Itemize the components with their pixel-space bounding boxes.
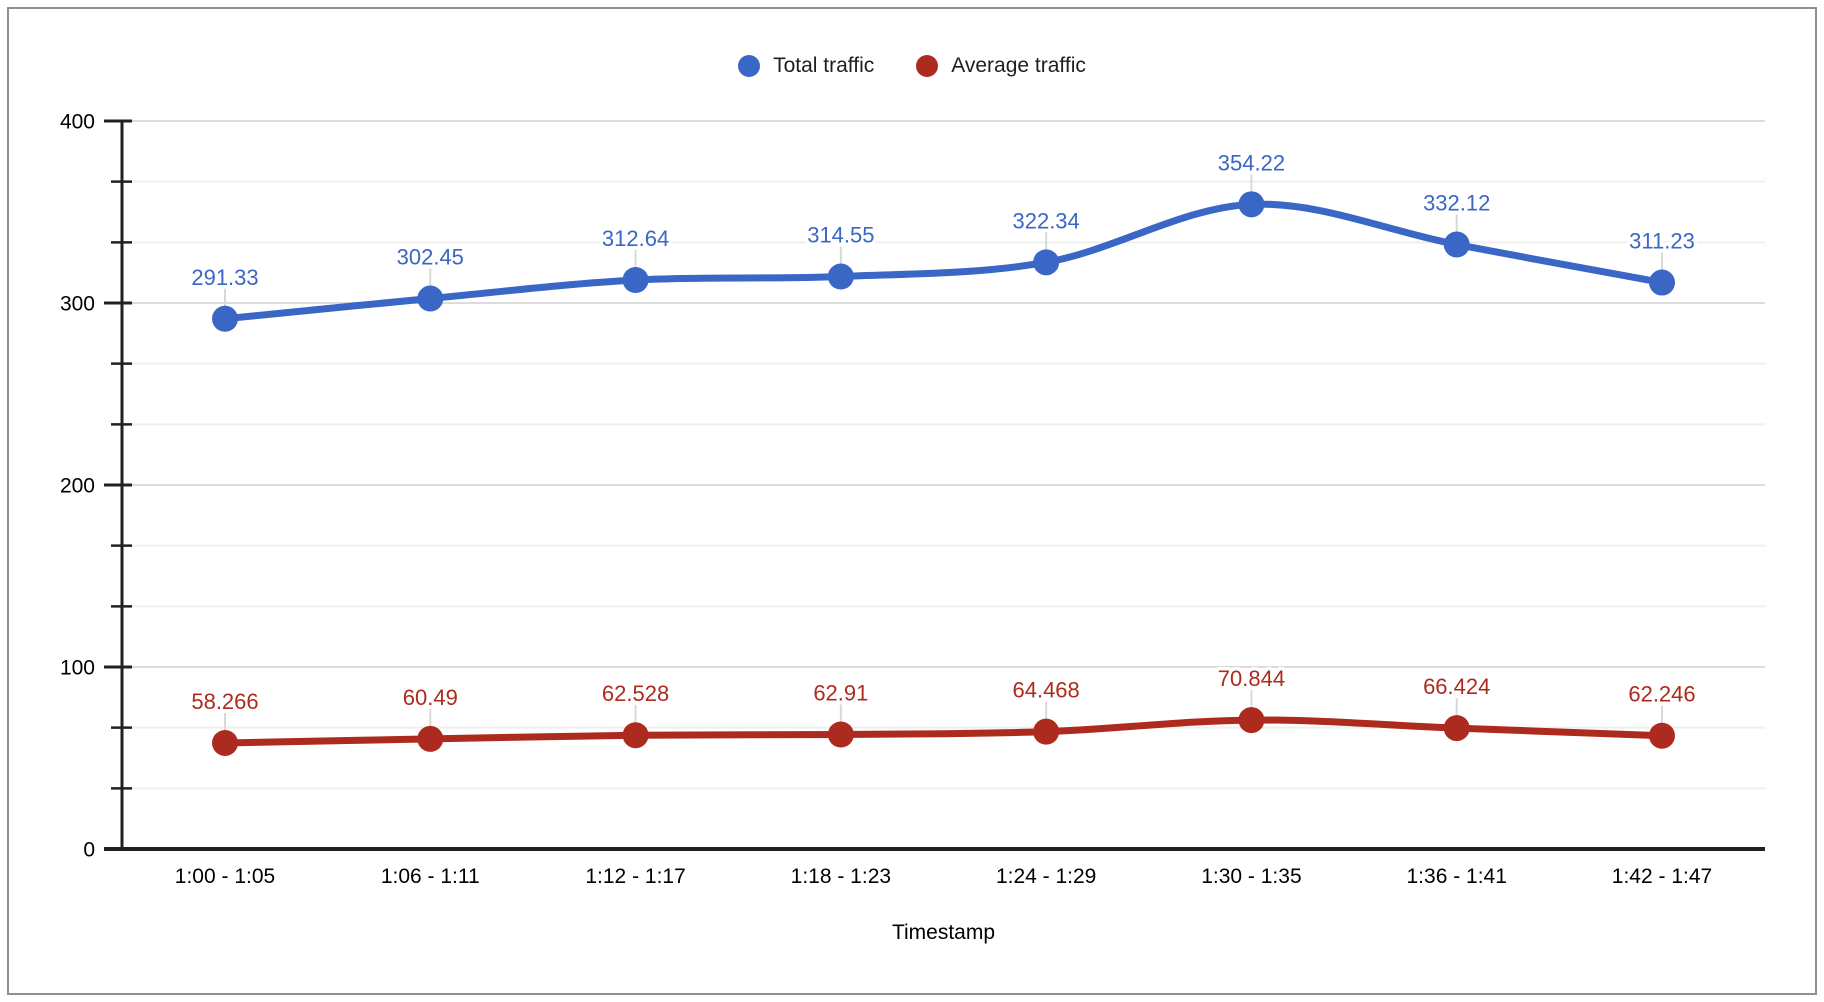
series-line-average-traffic	[221, 716, 1666, 747]
y-axis-tick-label: 100	[60, 657, 95, 680]
data-point-label-total-traffic: 332.12	[1423, 191, 1490, 216]
data-point-marker-average-traffic[interactable]	[1033, 718, 1060, 745]
x-axis-tick-label: 1:36 - 1:41	[1407, 865, 1507, 888]
x-axis-tick-label: 1:18 - 1:23	[791, 865, 891, 888]
legend-item-average-traffic[interactable]: Average traffic	[916, 53, 1086, 79]
data-point-label-average-traffic: 62.528	[602, 681, 669, 706]
data-point-marker-average-traffic[interactable]	[827, 721, 854, 748]
legend-item-total-traffic[interactable]: Total traffic	[738, 53, 874, 79]
data-point-label-average-traffic: 70.844	[1218, 666, 1285, 691]
data-point-label-total-traffic: 314.55	[807, 223, 874, 248]
chart-legend: Total traffic Average traffic	[0, 53, 1824, 79]
legend-swatch-average-traffic-icon	[916, 55, 939, 77]
data-point-marker-total-traffic[interactable]	[1649, 269, 1675, 296]
data-point-label-average-traffic: 62.91	[813, 681, 868, 706]
data-point-label-average-traffic: 60.49	[403, 685, 458, 710]
x-axis-tick-label: 1:06 - 1:11	[381, 865, 480, 888]
x-axis-tick-label: 1:12 - 1:17	[585, 865, 685, 888]
data-point-marker-average-traffic[interactable]	[1649, 722, 1675, 749]
data-point-marker-total-traffic[interactable]	[1238, 191, 1265, 218]
x-axis-tick-label: 1:30 - 1:35	[1201, 865, 1301, 888]
series-line-total-traffic	[221, 200, 1666, 323]
y-axis-tick-label: 200	[60, 475, 95, 498]
data-point-label-total-traffic: 302.45	[397, 245, 464, 270]
y-axis-tick-label: 0	[83, 839, 95, 862]
data-point-marker-average-traffic[interactable]	[1238, 707, 1265, 734]
data-point-marker-average-traffic[interactable]	[622, 722, 649, 749]
data-point-marker-total-traffic[interactable]	[622, 266, 649, 293]
data-point-label-average-traffic: 62.246	[1628, 682, 1695, 707]
data-point-marker-total-traffic[interactable]	[1443, 231, 1470, 258]
x-axis-title: Timestamp	[891, 921, 996, 944]
chart-outer-border	[7, 7, 1817, 995]
y-axis-tick-label: 300	[60, 293, 95, 316]
x-axis-tick-label: 1:42 - 1:47	[1612, 865, 1712, 888]
data-point-label-total-traffic: 311.23	[1629, 229, 1695, 254]
data-point-marker-average-traffic[interactable]	[417, 725, 444, 752]
x-axis-tick-label: 1:24 - 1:29	[996, 865, 1096, 888]
legend-label-average-traffic: Average traffic	[951, 54, 1086, 77]
data-point-marker-average-traffic[interactable]	[212, 729, 238, 756]
data-point-label-total-traffic: 312.64	[602, 226, 669, 251]
x-axis-tick-label: 1:00 - 1:05	[175, 865, 275, 888]
data-point-label-average-traffic: 58.266	[191, 689, 258, 714]
data-point-marker-total-traffic[interactable]	[827, 263, 854, 290]
data-point-marker-average-traffic[interactable]	[1443, 715, 1470, 742]
data-point-label-average-traffic: 64.468	[1012, 678, 1079, 703]
data-point-label-average-traffic: 66.424	[1423, 674, 1490, 699]
data-point-marker-total-traffic[interactable]	[417, 285, 444, 312]
data-point-label-total-traffic: 291.33	[191, 265, 258, 290]
data-point-marker-total-traffic[interactable]	[1033, 249, 1060, 276]
data-point-label-total-traffic: 322.34	[1012, 208, 1079, 233]
data-point-label-total-traffic: 354.22	[1218, 150, 1285, 175]
legend-label-total-traffic: Total traffic	[773, 54, 875, 77]
legend-swatch-total-traffic-icon	[738, 55, 761, 77]
data-point-marker-total-traffic[interactable]	[212, 305, 238, 332]
y-axis-tick-label: 400	[60, 111, 95, 134]
